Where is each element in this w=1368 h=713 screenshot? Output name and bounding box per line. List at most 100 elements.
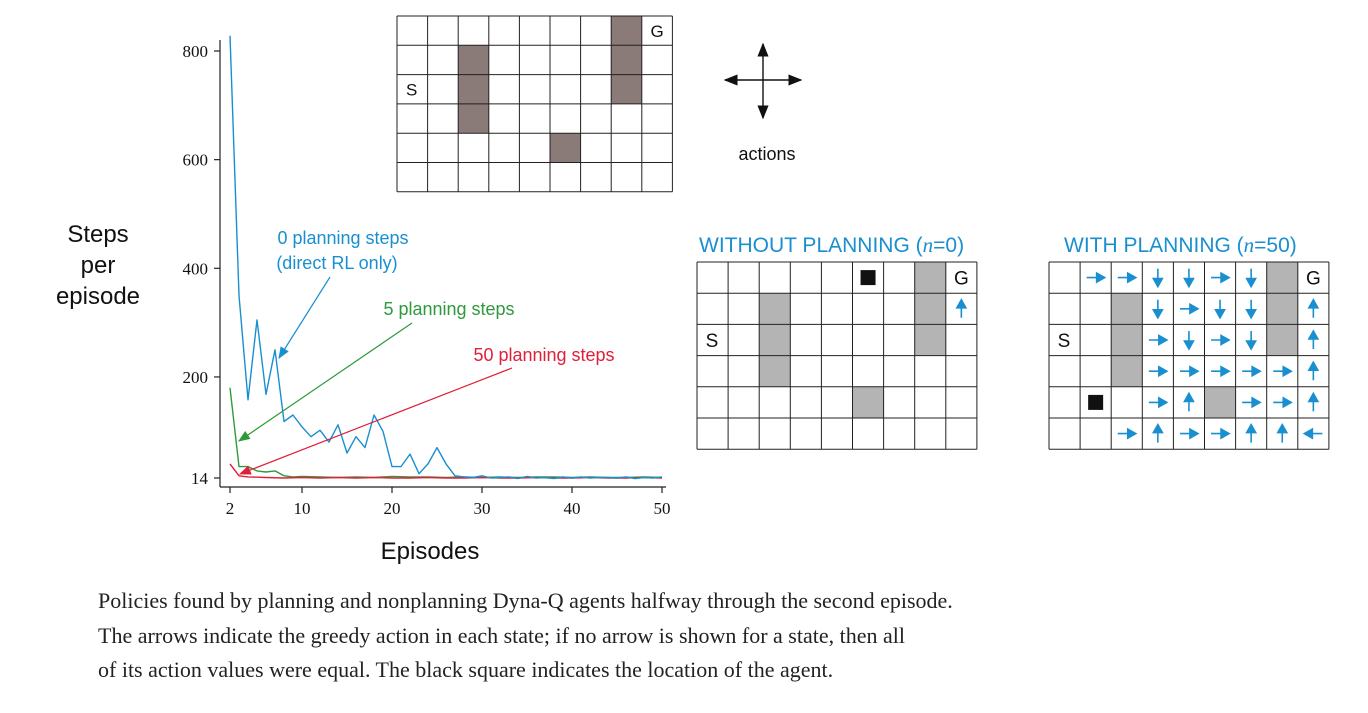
without-planning-n-value: =0) [933, 234, 964, 257]
annotation-50-planning-pointer [238, 367, 513, 475]
policy-arrow-up-icon [1307, 298, 1320, 318]
y-tick-label: 200 [183, 368, 209, 387]
policy-arrow-right-icon [1117, 427, 1138, 440]
start-label: S [1058, 331, 1071, 352]
policy-arrow-down-icon [1245, 299, 1258, 320]
policy-arrow-down-icon [1183, 331, 1195, 351]
learning-curve-chart: Steps per episode Episodes 14 200 400 600 80… [56, 35, 671, 565]
policy-arrow-right-icon [1086, 271, 1107, 284]
x-axis-label: Episodes [381, 538, 480, 565]
policy-arrow-right-icon [1211, 365, 1231, 378]
goal-label: G [650, 22, 663, 41]
wall-cell [611, 16, 642, 46]
policy-arrow-left-icon [1302, 427, 1323, 440]
policy-arrow-right-icon [1211, 427, 1231, 440]
wall-cell [1111, 324, 1143, 356]
wall-cell [759, 293, 791, 325]
without-planning-title-text: WITHOUT PLANNING ( [699, 234, 923, 257]
policy-grid-with-planning: SG [1048, 261, 1330, 450]
with-planning-title-text: WITH PLANNING ( [1064, 234, 1244, 257]
policy-arrow-right-icon [1179, 365, 1200, 378]
policy-arrow-up-icon [1307, 329, 1320, 349]
wall-cell [759, 324, 791, 356]
y-tick-label: 600 [183, 151, 209, 170]
y-tick-label: 400 [183, 259, 209, 278]
wall-cell [914, 262, 946, 294]
y-axis-label-line: episode [56, 283, 140, 310]
y-axis-label-line: per [81, 252, 116, 279]
wall-cell [914, 324, 946, 356]
x-tick-label: 40 [564, 499, 581, 518]
policy-arrow-down-icon [1245, 331, 1258, 351]
x-tick-label: 30 [474, 499, 491, 518]
wall-cell [458, 74, 489, 104]
series-line-n50 [229, 463, 663, 479]
caption-line: The arrows indicate the greedy action in… [98, 622, 905, 648]
series-layer [229, 35, 663, 480]
policy-arrow-right-icon [1148, 365, 1169, 378]
caption-line: Policies found by planning and nonplanni… [98, 588, 953, 613]
policy-arrow-down-icon [1183, 268, 1195, 289]
policy-arrow-right-icon [1211, 271, 1231, 284]
policy-arrow-right-icon [1148, 334, 1169, 346]
policy-arrow-up-icon [955, 298, 968, 318]
wall-cell [550, 133, 581, 163]
wall-cell [1111, 355, 1143, 387]
y-axis-label: Steps per episode [56, 221, 140, 310]
annotation-0-planning-pointer [278, 276, 331, 360]
annotation-0-planning: 0 planning steps [277, 228, 408, 248]
policy-arrow-right-icon [1242, 365, 1262, 378]
with-planning-n: n [1244, 233, 1255, 257]
wall-cell [914, 293, 946, 325]
y-tick-label: 800 [183, 42, 209, 61]
policy-arrow-right-icon [1117, 271, 1138, 284]
y-ticks: 14 200 400 600 800 [183, 42, 220, 488]
wall-cell [1204, 386, 1236, 418]
policy-arrow-right-icon [1179, 302, 1200, 315]
wall-cell [1266, 293, 1298, 325]
policy-arrow-right-icon [1148, 396, 1169, 409]
figure-caption: Policies found by planning and nonplanni… [98, 584, 1238, 688]
x-tick-label: 20 [384, 499, 401, 518]
start-label: S [706, 331, 719, 352]
policy-arrow-right-icon [1211, 334, 1231, 346]
wall-cell [759, 355, 791, 387]
goal-label: G [1306, 268, 1321, 289]
policy-arrow-right-icon [1273, 396, 1293, 409]
with-planning-title: WITH PLANNING (n=50) [1064, 233, 1297, 257]
policy-arrow-down-icon [1214, 299, 1226, 320]
wall-cell [611, 45, 642, 75]
wall-cell [1266, 262, 1298, 294]
annotation-5-planning: 5 planning steps [383, 299, 514, 319]
policy-arrow-up-icon [1245, 422, 1258, 443]
goal-label: G [954, 268, 969, 289]
wall-cell [611, 74, 642, 104]
agent-marker [1088, 394, 1104, 410]
wall-cell [1111, 293, 1143, 325]
policy-grid-without-planning: SG [696, 261, 978, 450]
policy-arrow-up-icon [1307, 360, 1320, 381]
annotation-0-planning-sub: (direct RL only) [276, 253, 397, 273]
series-line-n0 [229, 35, 663, 480]
start-label: S [406, 80, 417, 99]
series-annotations: 0 planning steps (direct RL only) 5 plan… [238, 228, 615, 475]
policy-arrow-up-icon [1151, 422, 1164, 443]
policy-arrow-right-icon [1242, 396, 1262, 409]
caption-line: of its action values were equal. The bla… [98, 657, 834, 682]
wall-cell [1266, 324, 1298, 356]
actions-label: actions [738, 144, 795, 164]
annotation-5-planning-pointer [238, 322, 413, 442]
y-axis-label-line: Steps [67, 221, 128, 248]
annotation-50-planning: 50 planning steps [473, 345, 614, 365]
wall-cell [852, 386, 884, 418]
policy-arrow-up-icon [1183, 391, 1195, 412]
y-tick-label: 14 [191, 469, 209, 488]
with-planning-n-value: =50) [1254, 234, 1297, 257]
x-ticks: 2 10 20 30 40 50 [226, 487, 671, 518]
policy-arrow-down-icon [1151, 268, 1164, 289]
policy-arrow-up-icon [1276, 422, 1289, 443]
without-planning-n: n [923, 233, 934, 257]
actions-diagram: actions [723, 42, 803, 164]
policy-arrow-right-icon [1273, 365, 1293, 378]
